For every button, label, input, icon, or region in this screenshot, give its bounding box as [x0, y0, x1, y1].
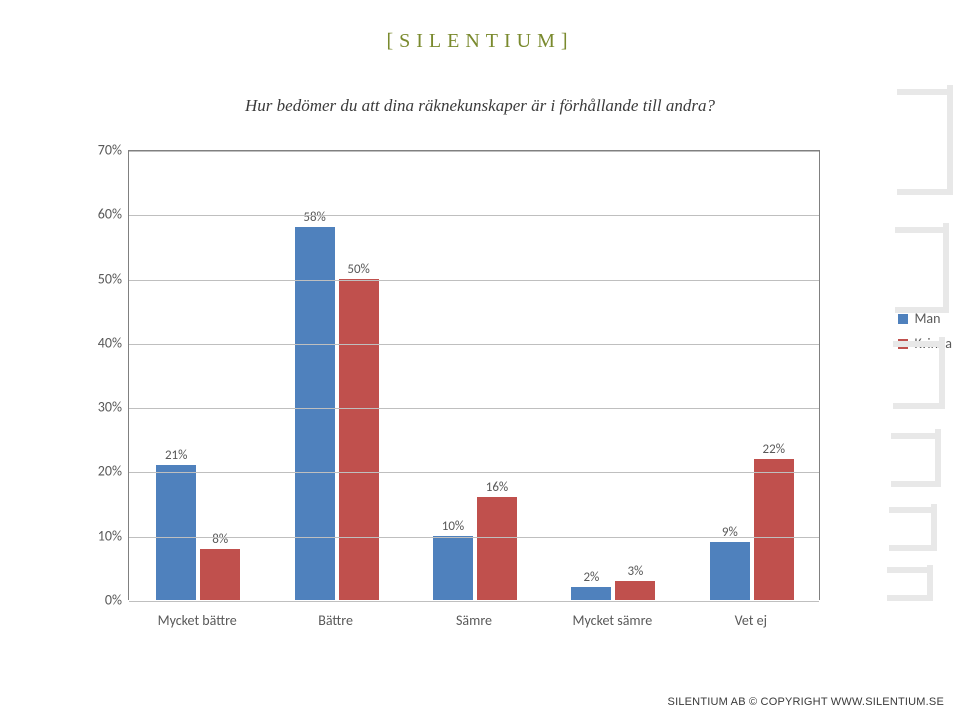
page-title: Hur bedömer du att dina räknekunskaper ä… — [245, 96, 715, 116]
y-tick-label: 60% — [80, 206, 122, 223]
y-tick-label: 10% — [80, 527, 122, 544]
bar: 9% — [710, 542, 750, 600]
bar: 8% — [200, 549, 240, 600]
bar-value-label: 22% — [763, 442, 785, 457]
logo: [SILENTIUM] — [386, 30, 573, 53]
bar: 10% — [433, 536, 473, 600]
y-tick-label: 20% — [80, 463, 122, 480]
legend-swatch — [898, 339, 908, 349]
bar-value-label: 2% — [583, 570, 599, 585]
x-axis-labels: Mycket bättreBättreSämreMycket sämreVet … — [128, 606, 820, 636]
y-tick-label: 70% — [80, 142, 122, 159]
grid-line — [129, 215, 819, 216]
bar-value-label: 10% — [442, 519, 464, 534]
survey-chart: 21%8%58%50%10%16%2%3%9%22% Mycket bättre… — [80, 150, 820, 636]
x-tick-label: Mycket sämre — [543, 612, 681, 629]
bar: 2% — [571, 587, 611, 600]
bar-value-label: 21% — [165, 448, 187, 463]
legend-label: Man — [914, 310, 940, 327]
grid-line — [129, 151, 819, 152]
y-tick-label: 30% — [80, 399, 122, 416]
bar-value-label: 58% — [303, 210, 325, 225]
decoration-brackets — [880, 80, 960, 640]
x-tick-label: Vet ej — [682, 612, 820, 629]
grid-line — [129, 472, 819, 473]
bar-value-label: 8% — [212, 532, 228, 547]
grid-line — [129, 537, 819, 538]
bar: 22% — [754, 459, 794, 600]
legend-item: Man — [898, 310, 952, 327]
y-tick-label: 40% — [80, 334, 122, 351]
bars-layer: 21%8%58%50%10%16%2%3%9%22% — [129, 151, 819, 600]
legend: Man Kvinna — [898, 310, 952, 360]
bar: 58% — [295, 227, 335, 600]
grid-line — [129, 280, 819, 281]
legend-label: Kvinna — [914, 335, 952, 352]
bar-value-label: 9% — [722, 525, 738, 540]
legend-swatch — [898, 314, 908, 324]
grid-line — [129, 408, 819, 409]
bar-value-label: 50% — [347, 262, 369, 277]
bar-value-label: 16% — [486, 480, 508, 495]
x-tick-label: Bättre — [266, 612, 404, 629]
footer-copyright: SILENTIUM AB © COPYRIGHT WWW.SILENTIUM.S… — [668, 696, 944, 708]
bar: 16% — [477, 497, 517, 600]
grid-line — [129, 344, 819, 345]
y-tick-label: 0% — [80, 592, 122, 609]
bar: 50% — [339, 279, 379, 600]
x-tick-label: Sämre — [405, 612, 543, 629]
bar-value-label: 3% — [627, 564, 643, 579]
bar: 3% — [615, 581, 655, 600]
legend-item: Kvinna — [898, 335, 952, 352]
grid-line — [129, 601, 819, 602]
plot-area: 21%8%58%50%10%16%2%3%9%22% — [128, 150, 820, 600]
y-tick-label: 50% — [80, 270, 122, 287]
bar: 21% — [156, 465, 196, 600]
x-tick-label: Mycket bättre — [128, 612, 266, 629]
